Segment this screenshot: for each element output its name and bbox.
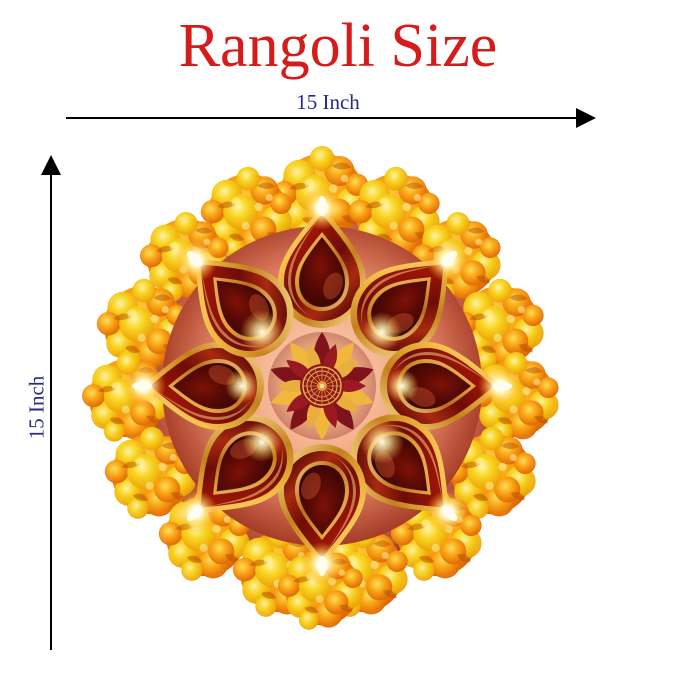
page-title: Rangoli Size xyxy=(178,12,498,80)
width-arrow-head-icon xyxy=(576,108,596,128)
rangoli-svg xyxy=(82,146,559,630)
center-mandala xyxy=(268,332,376,440)
width-arrow-line xyxy=(66,117,578,119)
height-label: 15 Inch xyxy=(24,375,49,440)
height-arrow-head-icon xyxy=(41,155,61,175)
height-arrow-line xyxy=(50,172,52,650)
sparkle-glows xyxy=(225,310,419,464)
rangoli-artwork xyxy=(66,136,578,636)
width-label: 15 Inch xyxy=(296,90,360,114)
